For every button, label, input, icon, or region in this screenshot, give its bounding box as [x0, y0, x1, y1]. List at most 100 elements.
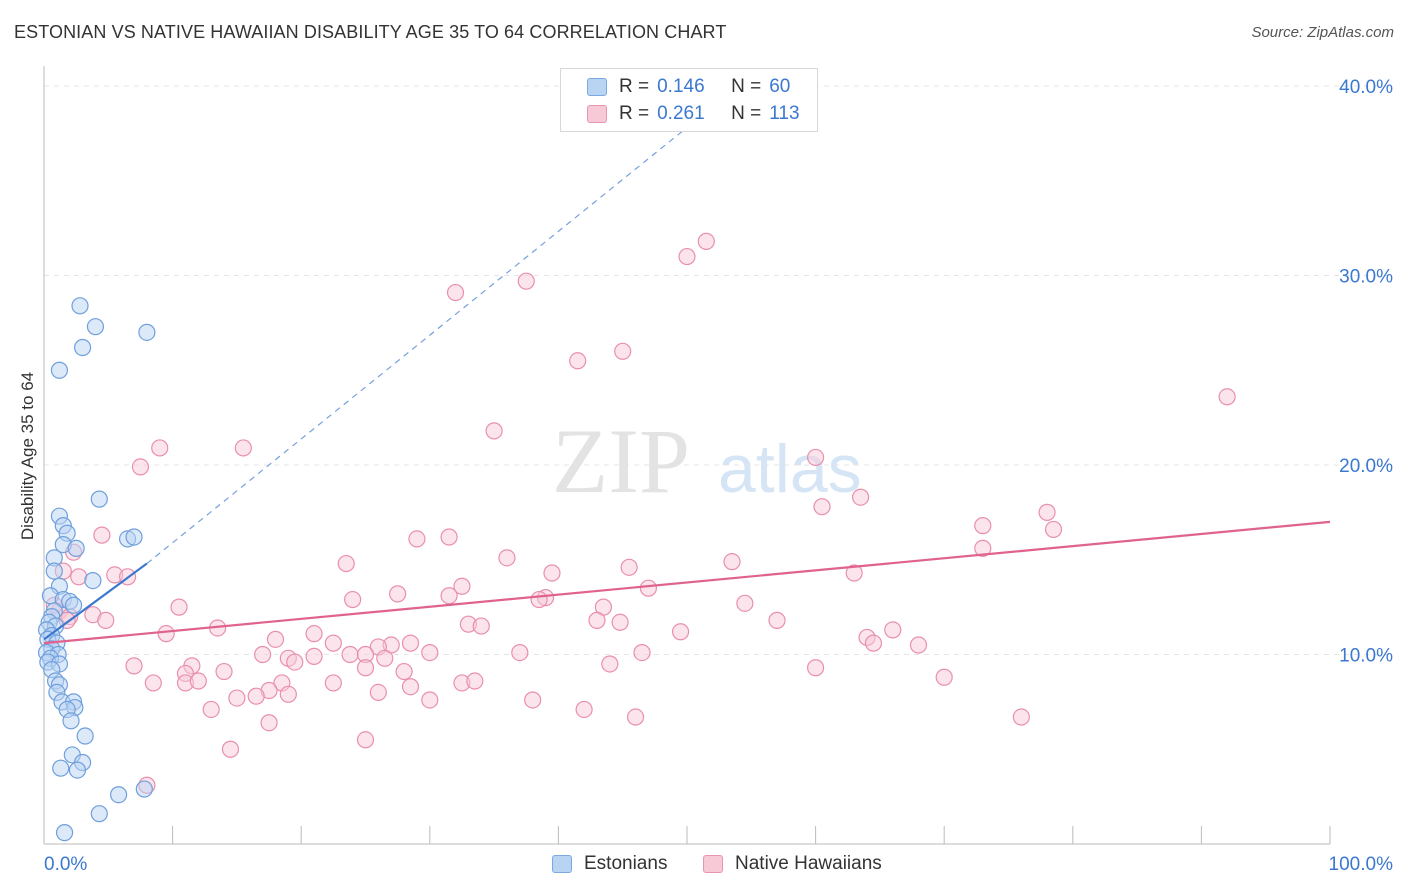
hawaiian-point [768, 611, 786, 629]
hawaiian-point [611, 613, 629, 631]
estonian-point [50, 361, 69, 379]
hawaiian-point [202, 700, 220, 719]
bottom-swatch-hawaiians [703, 855, 723, 873]
estonian-point [138, 323, 156, 341]
legend-r-label: R = [619, 76, 650, 97]
hawaiian-point [266, 630, 285, 648]
legend-n-label: N = [731, 76, 762, 97]
hawaiian-point [215, 662, 233, 681]
legend-n-label: N = [731, 103, 762, 124]
bottom-legend-hawaiians-label: Native Hawaiians [735, 853, 882, 874]
hawaiian-point [852, 488, 870, 506]
hawaiian-point [806, 659, 825, 677]
estonian-point [84, 571, 102, 590]
hawaiian-point [543, 564, 561, 582]
y-axis-label: Disability Age 35 to 64 [18, 372, 37, 540]
hawaiian-point [806, 448, 825, 467]
estonian-point [62, 712, 80, 730]
estonian-point [64, 596, 83, 614]
estonian-point [67, 539, 85, 557]
hawaiian-point [356, 659, 375, 677]
hawaiian-trend-line [43, 520, 1331, 645]
hawaiian-point [620, 558, 638, 576]
estonian-point [55, 824, 74, 842]
legend-r-estonians: 0.146 [657, 76, 705, 97]
hawaiian-point [221, 740, 240, 758]
legend-r-label: R = [619, 103, 650, 124]
legend-n-estonians: 60 [769, 76, 791, 97]
hawaiian-point [1012, 708, 1030, 726]
estonian-point [90, 805, 108, 823]
hawaiian-point [935, 668, 953, 686]
hawaiian-point [723, 553, 741, 571]
hawaiian-point [1218, 388, 1236, 406]
estonian-point [86, 318, 105, 336]
hawaiian-point [1038, 503, 1056, 521]
bottom-legend-estonians-label: Estonians [584, 853, 668, 874]
hawaiian-point [228, 689, 246, 707]
stats-legend: R = 0.146 N = 60 R = 0.261 N = 113 [560, 68, 818, 132]
hawaiian-point [614, 342, 632, 360]
x-tick-label: 0.0% [44, 854, 87, 875]
hawaiian-point [395, 662, 413, 681]
hawaiian-point [170, 598, 188, 616]
hawaiian-point [678, 247, 696, 266]
estonian-points [37, 297, 156, 842]
axes [43, 66, 1331, 845]
hawaiian-point [498, 549, 516, 567]
hawaiian-point [234, 439, 252, 457]
hawaiian-point [530, 590, 548, 609]
hawaiian-point [189, 672, 207, 690]
hawaiian-point [588, 611, 606, 629]
hawaiian-point [633, 644, 651, 662]
legend-r-hawaiians: 0.261 [657, 103, 705, 124]
hawaiian-point [813, 498, 831, 516]
hawaiian-point [466, 672, 484, 690]
hawaiian-point [864, 634, 883, 652]
estonian-point [71, 297, 89, 315]
watermark: ZIP atlas [552, 410, 862, 512]
hawaiian-point [974, 539, 992, 557]
hawaiian-point [485, 422, 503, 440]
hawaiian-point [1044, 520, 1063, 539]
y-tick-labels: 10.0% 20.0% 30.0% 40.0% [1339, 77, 1393, 667]
estonian-point [135, 780, 153, 798]
estonian-point [73, 338, 92, 357]
estonian-point [90, 490, 108, 508]
hawaiian-point [601, 655, 619, 673]
watermark-zip: ZIP [552, 410, 690, 512]
hawaiian-point [144, 674, 162, 692]
hawaiian-point [369, 683, 387, 702]
y-tick-label: 20.0% [1339, 456, 1393, 477]
grid-lines [44, 85, 1392, 655]
hawaiian-point [389, 585, 407, 603]
hawaiian-point [376, 649, 394, 667]
estonian-point [68, 761, 87, 779]
hawaiian-point [446, 283, 465, 302]
bottom-legend-estonians: Estonians [552, 852, 667, 876]
hawaiian-point [421, 691, 439, 709]
hawaiian-point [472, 617, 490, 635]
hawaiian-point [70, 568, 88, 586]
estonian-point [109, 786, 128, 804]
hawaiian-point [909, 636, 928, 654]
y-tick-label: 30.0% [1339, 267, 1393, 288]
legend-row-hawaiians: R = 0.261 N = 113 [587, 102, 800, 126]
hawaiian-point [125, 657, 143, 675]
hawaiian-point [884, 621, 902, 639]
estonian-point [76, 727, 94, 745]
legend-row-estonians: R = 0.146 N = 60 [587, 75, 790, 99]
hawaiian-point [453, 577, 471, 595]
x-tick-labels: 0.0% 100.0% [44, 854, 1393, 875]
hawaiian-point [511, 644, 529, 662]
hawaiian-point [401, 678, 420, 696]
estonian-point [45, 562, 63, 580]
x-tick-label: 100.0% [1329, 854, 1394, 875]
hawaiian-point [305, 647, 323, 665]
chart-title: ESTONIAN VS NATIVE HAWAIIAN DISABILITY A… [14, 22, 727, 42]
hawaiian-point [356, 731, 375, 749]
hawaiian-point [736, 594, 754, 612]
y-tick-label: 10.0% [1339, 646, 1393, 667]
estonian-point [52, 759, 70, 777]
hawaiian-point [440, 528, 458, 546]
